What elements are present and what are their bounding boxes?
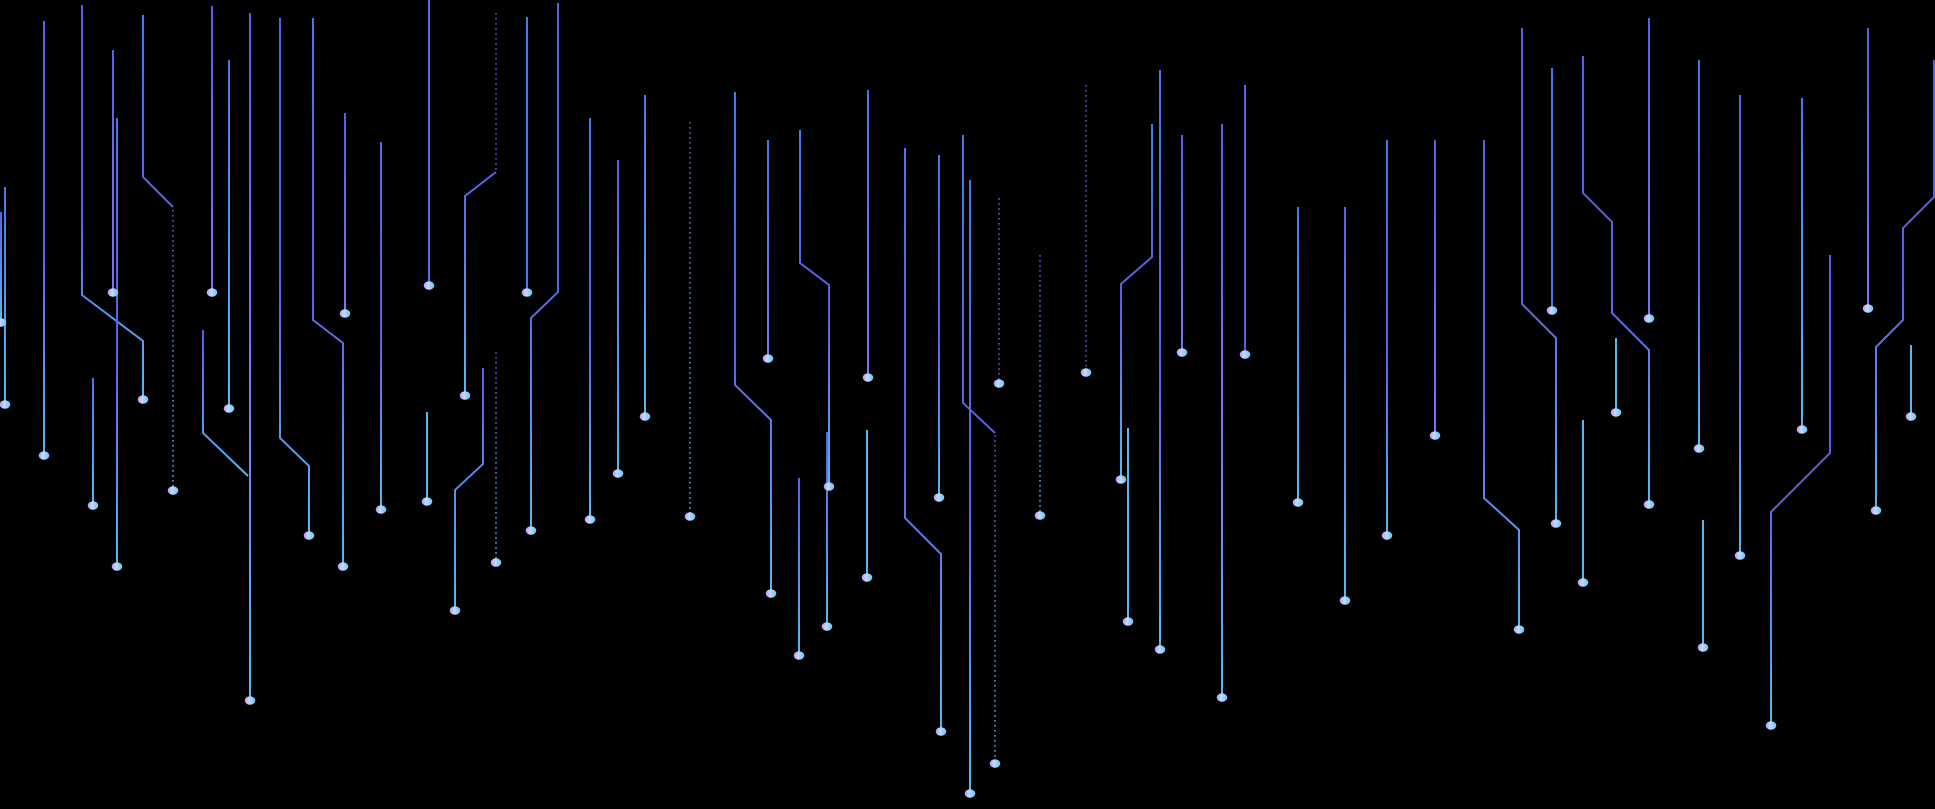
circuit-trace (530, 3, 559, 528)
circuit-node-dot (1693, 444, 1705, 453)
circuit-node-dot (1697, 643, 1709, 652)
circuit-node-dot (1546, 306, 1558, 315)
circuit-node-dot (421, 497, 433, 506)
circuit-node-dot (87, 501, 99, 510)
circuit-trace (904, 148, 942, 729)
circuit-node-dot (684, 512, 696, 521)
circuit-trace (962, 135, 996, 434)
circuit-node-dot (821, 622, 833, 631)
circuit-node-dot (1176, 348, 1188, 357)
circuit-trace (1875, 60, 1935, 508)
circuit-trace (1770, 255, 1831, 723)
circuit-node-dot (1550, 519, 1562, 528)
circuit-node-dot (1862, 304, 1874, 313)
circuit-node-dot (490, 558, 502, 567)
circuit-node-dot (1577, 578, 1589, 587)
circuit-node-dot (1643, 500, 1655, 509)
circuit-node-dot (823, 482, 835, 491)
circuit-node-dot (1216, 693, 1228, 702)
circuit-node-dot (935, 727, 947, 736)
circuit-node-dot (612, 469, 624, 478)
circuit-trace (1483, 140, 1520, 627)
circuit-node-dot (1796, 425, 1808, 434)
circuit-node-dot (584, 515, 596, 524)
circuit-node-dot (423, 281, 435, 290)
circuit-node-dot (521, 288, 533, 297)
circuit-node-dot (38, 451, 50, 460)
circuit-node-dot (765, 589, 777, 598)
circuit-node-dot (1339, 596, 1351, 605)
circuit-node-dot (1734, 551, 1746, 560)
circuit-node-dot (989, 759, 1001, 768)
circuit-node-dot (1610, 408, 1622, 417)
circuit-node-dot (1080, 368, 1092, 377)
circuit-node-dot (337, 562, 349, 571)
circuit-node-dot (1292, 498, 1304, 507)
circuit-node-dot (1870, 506, 1882, 515)
circuit-node-dot (1115, 475, 1127, 484)
node-dot-layer (0, 281, 1917, 798)
circuit-node-dot (1154, 645, 1166, 654)
circuit-node-dot (793, 651, 805, 660)
circuit-node-dot (107, 288, 119, 297)
circuit-trace (202, 330, 249, 477)
circuit-trace (279, 18, 310, 533)
circuit-node-dot (206, 288, 218, 297)
circuit-node-dot (137, 395, 149, 404)
circuit-trace (799, 130, 830, 484)
circuit-node-dot (0, 318, 7, 327)
circuit-node-dot (993, 379, 1005, 388)
circuit-node-dot (339, 309, 351, 318)
circuit-node-dot (1513, 625, 1525, 634)
circuit-node-dot (1381, 531, 1393, 540)
circuit-node-dot (223, 404, 235, 413)
circuit-node-dot (0, 400, 11, 409)
circuit-node-dot (459, 391, 471, 400)
circuit-node-dot (167, 486, 179, 495)
circuit-node-dot (1765, 721, 1777, 730)
circuit-node-dot (933, 493, 945, 502)
circuit-node-dot (861, 573, 873, 582)
circuit-node-dot (1905, 412, 1917, 421)
circuit-node-dot (449, 606, 461, 615)
circuit-trace (1120, 124, 1153, 477)
circuit-trace (464, 171, 497, 393)
circuit-trace (1582, 56, 1650, 502)
circuit-node-dot (525, 526, 537, 535)
trace-layer (0, 0, 1935, 791)
circuit-node-dot (762, 354, 774, 363)
circuit-node-dot (303, 531, 315, 540)
circuit-node-dot (862, 373, 874, 382)
circuit-trace (142, 15, 174, 208)
circuit-node-dot (111, 562, 123, 571)
circuit-node-dot (244, 696, 256, 705)
circuit-node-dot (1239, 350, 1251, 359)
circuit-trace (734, 92, 772, 591)
circuit-trace (81, 5, 144, 397)
circuit-node-dot (1429, 431, 1441, 440)
circuit-node-dot (1122, 617, 1134, 626)
circuit-trace (1521, 28, 1557, 521)
circuit-node-dot (639, 412, 651, 421)
circuit-node-dot (1643, 314, 1655, 323)
circuit-trace (312, 18, 344, 564)
circuit-node-dot (375, 505, 387, 514)
circuit-trace (454, 368, 484, 608)
circuit-node-dot (964, 789, 976, 798)
circuit-node-dot (1034, 511, 1046, 520)
